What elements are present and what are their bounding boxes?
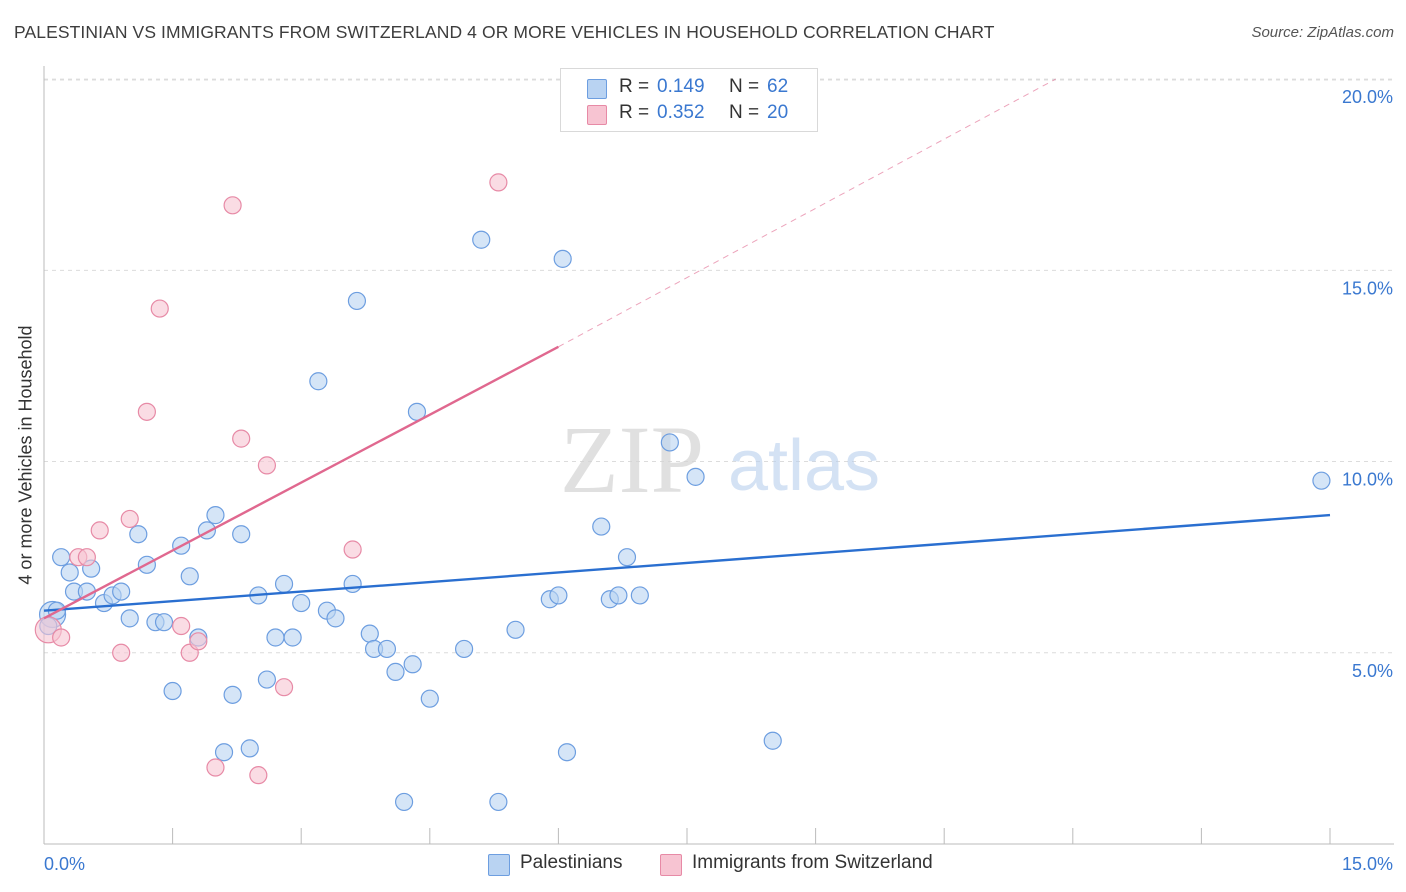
y-tick-label: 10.0%: [1342, 470, 1393, 490]
palestinian-point: [180, 567, 199, 586]
palestinian-point: [240, 739, 259, 758]
immigrant-point: [150, 299, 169, 318]
immigrant-point: [120, 509, 139, 529]
palestinian-point: [266, 628, 285, 647]
immigrant-point: [257, 456, 277, 475]
bottom-legend-swatch-pink: [660, 854, 682, 876]
palestinian-point: [617, 548, 637, 567]
palestinian-point: [763, 731, 782, 750]
palestinian-point: [489, 792, 508, 812]
palestinian-point: [292, 593, 311, 613]
legend-swatch-blue: [587, 79, 607, 99]
legend-r-label: R =: [619, 76, 650, 97]
palestinian-point: [206, 506, 225, 525]
palestinians-trend-line: [43, 513, 1331, 612]
bottom-legend-swatch-blue: [488, 854, 510, 876]
immigrant-point: [249, 766, 268, 785]
palestinian-point: [506, 620, 525, 639]
palestinian-point: [52, 548, 71, 567]
palestinian-point: [283, 628, 302, 647]
y-tick-label: 5.0%: [1352, 661, 1393, 681]
bottom-legend-label: Immigrants from Switzerland: [692, 852, 933, 873]
palestinian-point: [549, 586, 568, 605]
palestinian-point: [592, 517, 611, 536]
immigrant-point: [274, 678, 294, 697]
legend-n-value: 62: [767, 76, 789, 97]
palestinian-point: [232, 525, 251, 544]
series-immigrants-switzerland: [34, 173, 508, 785]
palestinian-point: [214, 743, 234, 762]
palestinian-point: [377, 639, 397, 659]
palestinian-point: [403, 655, 422, 674]
palestinian-point: [472, 230, 491, 249]
y-axis-label: 4 or more Vehicles in Household: [16, 325, 37, 584]
source-label: Source: ZipAtlas.com: [1251, 24, 1394, 41]
legend-swatch-pink: [587, 105, 607, 125]
bottom-legend-label: Palestinians: [520, 852, 623, 873]
palestinian-point: [163, 681, 182, 701]
palestinian-point: [394, 792, 414, 812]
stats-legend: R = 0.149 N = 62 R = 0.352 N = 20: [560, 68, 818, 132]
chart-title: PALESTINIAN VS IMMIGRANTS FROM SWITZERLA…: [14, 22, 995, 42]
palestinian-point: [660, 433, 679, 452]
legend-n-value: 20: [767, 102, 789, 123]
palestinian-point: [1312, 471, 1331, 490]
watermark-zip: ZIP: [560, 406, 704, 513]
palestinian-point: [257, 670, 277, 689]
palestinian-point: [360, 624, 379, 643]
immigrant-point: [90, 521, 109, 540]
legend-r-value: 0.149: [657, 76, 705, 97]
y-tick-label: 15.0%: [1342, 278, 1393, 298]
palestinian-point: [129, 525, 148, 544]
legend-n-label: N =: [729, 76, 760, 97]
axes: [43, 66, 1394, 845]
palestinian-point: [154, 613, 174, 632]
immigrant-point: [206, 758, 225, 777]
palestinian-point: [343, 574, 362, 594]
palestinian-point: [557, 743, 577, 762]
immigrant-point: [112, 643, 131, 662]
palestinian-point: [553, 249, 572, 268]
watermark-atlas: atlas: [728, 426, 880, 506]
x-tick-label: 0.0%: [44, 854, 85, 874]
palestinian-point: [309, 372, 328, 391]
palestinian-point: [120, 609, 139, 628]
immigrant-point: [223, 196, 242, 215]
palestinian-point: [386, 662, 405, 682]
immigrant-point: [52, 628, 71, 647]
immigrant-point: [172, 616, 191, 636]
legend-n-label: N =: [729, 102, 760, 123]
y-tick-label: 20.0%: [1342, 87, 1393, 107]
palestinian-point: [454, 639, 474, 659]
tick-labels: 5.0% 10.0% 15.0% 20.0% 0.0% 15.0%: [44, 87, 1393, 874]
grid-lines: [44, 78, 1394, 654]
palestinian-point: [274, 574, 294, 594]
immigrant-point: [77, 548, 96, 567]
immigrants-trend-line: [43, 345, 559, 620]
x-tick-label: 15.0%: [1342, 854, 1393, 874]
palestinian-point: [223, 685, 242, 704]
palestinian-point: [60, 563, 79, 582]
trend-lines: [43, 78, 1331, 620]
immigrant-point: [343, 540, 362, 559]
palestinian-point: [609, 586, 628, 605]
watermark: ZIP atlas: [560, 406, 880, 513]
immigrant-point: [232, 429, 251, 448]
palestinian-point: [686, 467, 705, 486]
y-axis-label-text: 4 or more Vehicles in Household: [15, 325, 36, 585]
palestinian-point: [326, 609, 345, 628]
palestinian-point: [420, 689, 439, 708]
immigrant-point: [189, 632, 208, 651]
immigrant-point: [489, 173, 508, 192]
series-palestinians: [38, 230, 1331, 812]
palestinian-point: [347, 291, 367, 311]
legend-r-value: 0.352: [657, 102, 705, 123]
palestinian-point: [630, 586, 649, 605]
legend-r-label: R =: [619, 102, 650, 123]
immigrant-point: [137, 402, 156, 421]
palestinian-point: [112, 582, 131, 601]
